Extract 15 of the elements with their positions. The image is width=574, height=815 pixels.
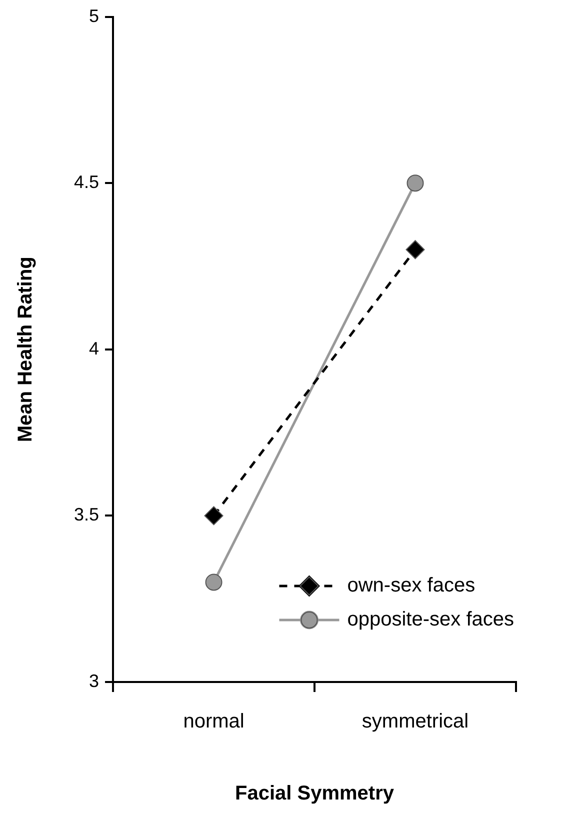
y-axis-title: Mean Health Rating	[14, 256, 37, 442]
legend-label: own-sex faces	[347, 574, 476, 597]
y-tick-label: 4	[89, 338, 100, 358]
y-tick-label: 3	[89, 670, 100, 691]
point	[204, 506, 224, 526]
point	[205, 574, 222, 591]
point	[406, 174, 424, 192]
y-tick-label: 4.5	[74, 172, 100, 192]
x-tick-label: symmetrical	[362, 710, 469, 733]
legend-label: opposite-sex faces	[347, 608, 514, 631]
x-tick-label: normal	[183, 710, 244, 733]
point	[406, 240, 425, 260]
y-tick-label: 5	[89, 6, 100, 26]
y-tick-label: 3.5	[74, 504, 100, 525]
x-axis-title: Facial Symmetry	[235, 782, 395, 805]
